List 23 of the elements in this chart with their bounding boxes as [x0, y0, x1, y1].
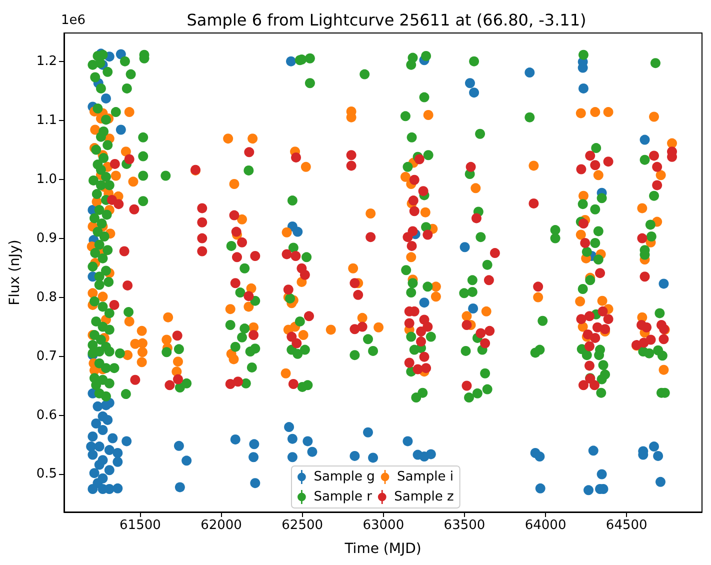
- y-tick-label: 0.6: [36, 408, 57, 423]
- y-tick-label: 1.1: [36, 112, 57, 128]
- x-tick-label: 64500: [606, 518, 648, 533]
- y-tick-label: 1.2: [36, 54, 57, 69]
- legend-label: Sample g: [314, 470, 375, 484]
- x-tick-label: 63500: [444, 518, 486, 533]
- y-axis-title: Flux (nJy): [7, 240, 23, 306]
- y-tick-label: 0.8: [36, 290, 57, 305]
- legend-label: Sample r: [314, 490, 373, 504]
- legend-label: Sample z: [394, 490, 454, 504]
- legend-label: Sample i: [397, 470, 454, 484]
- y-tick-label: 0.9: [36, 230, 57, 246]
- x-tick-label: 63000: [362, 518, 404, 533]
- y-tick-label: 1.0: [36, 172, 57, 187]
- text: 1e6: [61, 13, 86, 28]
- chart-title: Sample 6 from Lightcurve 25611 at (66.80, -3.11): [186, 10, 586, 30]
- x-tick-label: 64000: [524, 518, 566, 533]
- x-axis-title: Time (MJD): [344, 541, 422, 557]
- x-tick-label: 62500: [282, 518, 324, 533]
- x-tick-label: 61500: [120, 518, 161, 533]
- x-tick-label: 62000: [200, 518, 242, 533]
- y-tick-label: 0.5: [36, 466, 57, 482]
- y-tick-label: 0.7: [36, 348, 57, 364]
